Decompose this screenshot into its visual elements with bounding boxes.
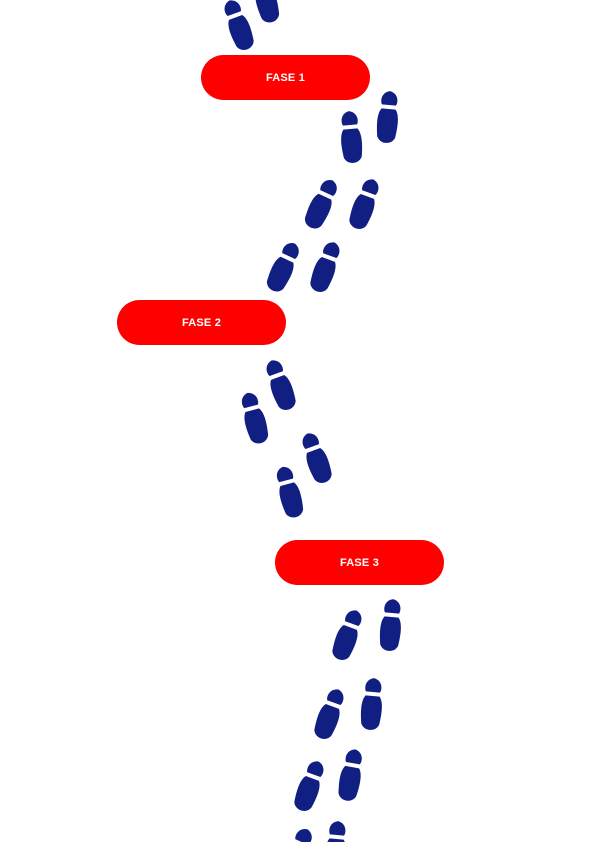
shoe-print-icon: [261, 356, 299, 413]
shoe-print-icon: [272, 464, 306, 520]
shoe-print-icon: [248, 0, 282, 25]
shoe-print-icon: [297, 429, 335, 486]
shoe-print-icon: [219, 0, 257, 53]
shoe-print-icon: [375, 90, 401, 144]
phase-3-pill: FASE 3: [275, 540, 444, 585]
shoe-print-icon: [307, 238, 345, 295]
shoe-print-icon: [276, 824, 317, 842]
shoe-print-icon: [291, 757, 329, 814]
shoe-print-icon: [329, 606, 367, 663]
phase-2-label: FASE 2: [181, 316, 222, 329]
shoe-print-icon: [237, 390, 271, 446]
shoe-print-icon: [323, 820, 349, 842]
shoe-print-icon: [359, 677, 385, 731]
shoe-print-icon: [336, 747, 366, 803]
phase-3-label: FASE 3: [339, 556, 380, 569]
shoe-print-icon: [378, 598, 404, 652]
shoe-print-icon: [338, 110, 364, 164]
shoe-print-icon: [301, 175, 342, 232]
phase-1-pill: FASE 1: [201, 55, 370, 100]
phase-1-label: FASE 1: [265, 71, 306, 84]
shoe-print-icon: [346, 175, 384, 232]
shoe-print-icon: [263, 238, 304, 295]
shoe-print-icon: [311, 685, 349, 742]
phase-2-pill: FASE 2: [117, 300, 286, 345]
